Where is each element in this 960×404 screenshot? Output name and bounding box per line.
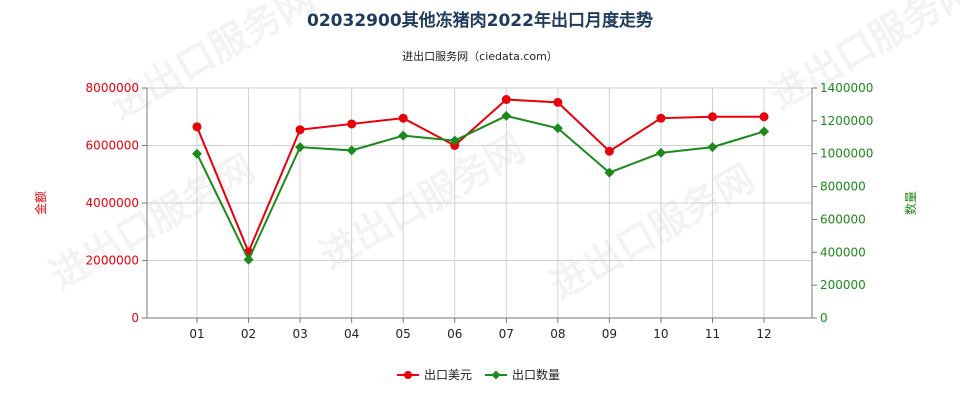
legend-label: 出口数量 xyxy=(512,367,560,382)
legend-label: 出口美元 xyxy=(424,368,472,382)
y-left-tick-label: 6000000 xyxy=(86,139,139,153)
series-2-point xyxy=(501,111,511,121)
series-1-point xyxy=(605,147,614,156)
watermark-text: 进出口服务网 xyxy=(103,0,322,128)
x-tick-label: 06 xyxy=(447,327,462,341)
y-right-tick-label: 200000 xyxy=(820,278,866,292)
x-tick-label: 08 xyxy=(550,327,565,341)
y-right-tick-label: 600000 xyxy=(820,212,866,226)
y-left-tick-label: 0 xyxy=(131,311,139,325)
watermark-text: 进出口服务网 xyxy=(543,156,762,308)
watermark-text: 进出口服务网 xyxy=(313,126,532,278)
series-2-point xyxy=(295,142,305,152)
series-1-point xyxy=(502,95,511,104)
watermark-text: 进出口服务网 xyxy=(763,0,960,118)
x-tick-label: 03 xyxy=(292,327,307,341)
series-1-point xyxy=(193,122,202,131)
y-right-tick-label: 0 xyxy=(820,311,828,325)
series-1-point xyxy=(347,119,356,128)
chart-subtitle: 进出口服务网（ciedata.com） xyxy=(402,49,558,63)
y-right-tick-label: 1400000 xyxy=(820,81,873,95)
series-1-point xyxy=(553,98,562,107)
x-tick-label: 07 xyxy=(499,327,514,341)
legend-swatch-marker xyxy=(404,371,412,379)
y-right-tick-label: 1200000 xyxy=(820,114,873,128)
series-2-point xyxy=(244,255,254,265)
series-2-point xyxy=(656,148,666,158)
x-tick-label: 02 xyxy=(241,327,256,341)
series-1-point xyxy=(296,125,305,134)
series-2-point xyxy=(759,127,769,137)
chart-title: 02032900其他冻猪肉2022年出口月度走势 xyxy=(307,10,653,31)
series-2-point xyxy=(347,145,357,155)
y-left-tick-label: 8000000 xyxy=(86,81,139,95)
legend-swatch-marker xyxy=(492,371,501,380)
series-1-point xyxy=(656,114,665,123)
series-1-point xyxy=(708,112,717,121)
y-right-tick-label: 400000 xyxy=(820,245,866,259)
series-2-point xyxy=(708,142,718,152)
y-axis-left-title: 金额 xyxy=(33,191,48,215)
x-tick-label: 12 xyxy=(756,327,771,341)
y-right-tick-label: 1000000 xyxy=(820,147,873,161)
y-left-tick-label: 4000000 xyxy=(86,196,139,210)
series-1-point xyxy=(399,114,408,123)
series-1-point xyxy=(760,112,769,121)
y-left-tick-label: 2000000 xyxy=(86,254,139,268)
x-tick-label: 10 xyxy=(653,327,668,341)
series-2-point xyxy=(192,149,202,159)
y-right-tick-label: 800000 xyxy=(820,180,866,194)
x-tick-label: 05 xyxy=(396,327,411,341)
x-tick-label: 01 xyxy=(189,327,204,341)
x-tick-label: 11 xyxy=(705,327,720,341)
x-tick-label: 04 xyxy=(344,327,359,341)
legend: 出口美元 出口数量 xyxy=(397,367,560,382)
series-2-point xyxy=(398,131,408,141)
x-tick-label: 09 xyxy=(602,327,617,341)
y-axis-right-title: 数量 xyxy=(903,191,918,215)
